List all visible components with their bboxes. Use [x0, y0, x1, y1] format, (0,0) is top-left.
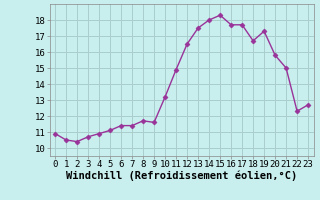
X-axis label: Windchill (Refroidissement éolien,°C): Windchill (Refroidissement éolien,°C) [66, 171, 297, 181]
